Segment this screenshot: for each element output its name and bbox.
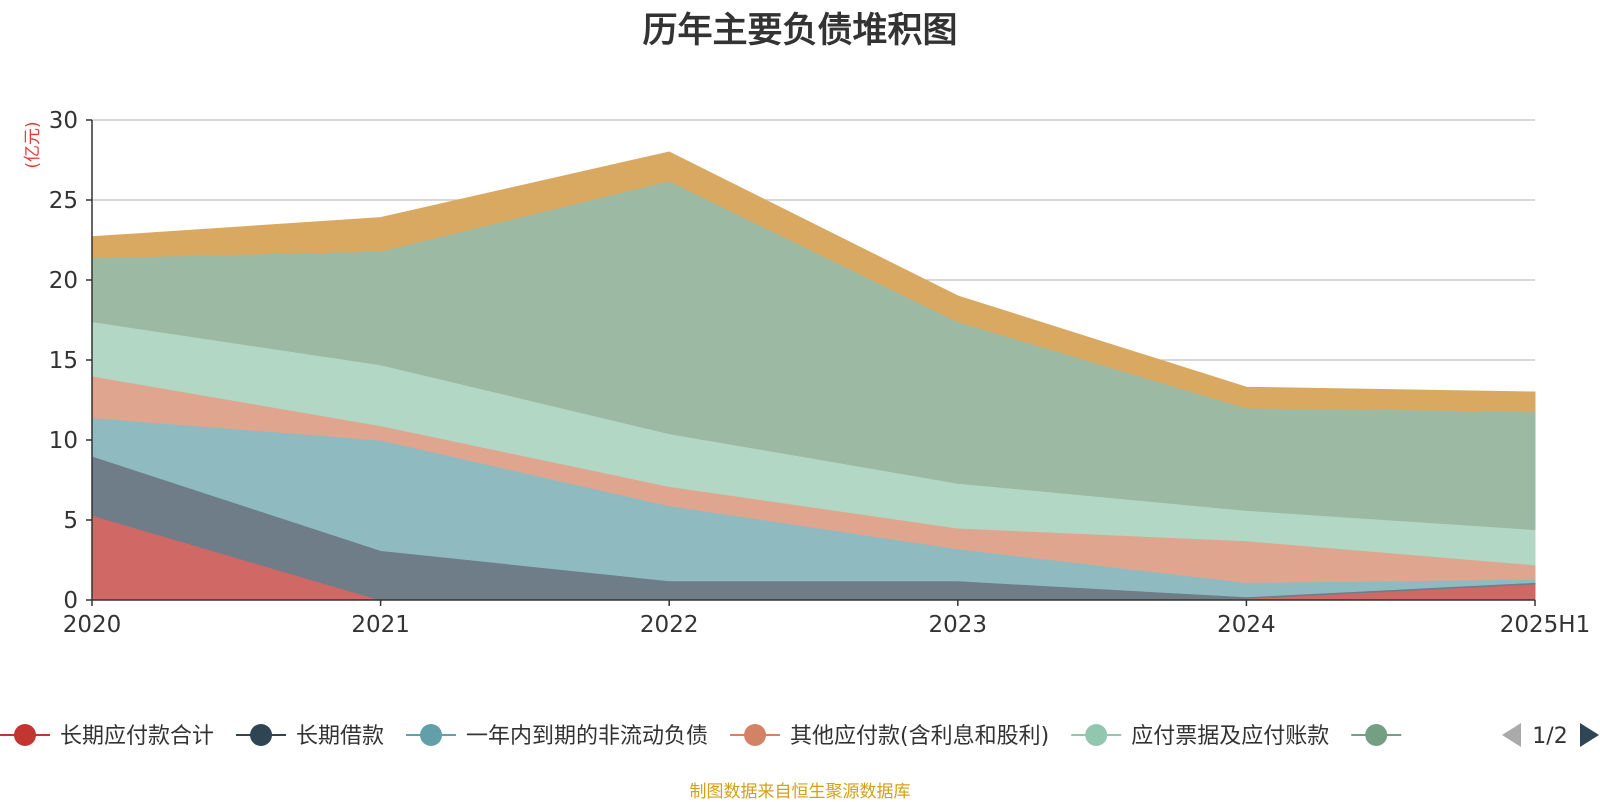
legend-marker-icon [744,724,767,746]
legend-pager: 1/2 [1502,723,1599,749]
legend-prev-page-icon[interactable] [1502,723,1521,747]
legend-item[interactable]: 应付票据及应付账款 [1071,724,1329,749]
legend-item[interactable]: 一年内到期的非流动负债 [406,724,708,749]
y-tick-label: 5 [63,508,78,534]
y-tick-label: 15 [49,348,78,374]
x-tick-label: 2021 [351,612,410,638]
legend-marker-icon [1085,724,1108,746]
legend-item[interactable]: 长期应付款合计 [0,724,214,749]
legend-label: 一年内到期的非流动负债 [466,724,708,749]
x-tick-label: 2025H1 [1500,612,1590,638]
y-axis-unit-label: (亿元) [23,121,43,168]
legend-label: 长期借款 [296,724,384,749]
legend-item[interactable] [1351,724,1402,746]
area-layer [91,151,1536,601]
legend-marker-icon [1365,724,1388,746]
x-tick-label: 2022 [640,612,699,638]
y-tick-label: 30 [49,108,78,134]
y-tick-label: 20 [49,268,78,294]
legend-label: 应付票据及应付账款 [1131,724,1329,749]
y-tick-label: 0 [63,588,78,614]
axis-layer: 0 5 10 15 20 25 30 2020 2021 2022 2023 2024 2025H1 [49,108,1591,638]
x-tick-label: 2020 [63,612,122,638]
legend-label: 长期应付款合计 [60,724,214,749]
legend-marker-icon [420,724,443,746]
area-series-6 [91,151,1536,412]
legend-next-page-icon[interactable] [1580,723,1599,747]
chart-title: 历年主要负债堆积图 [642,11,958,51]
y-tick-label: 10 [49,428,78,454]
legend-label: 其他应付款(含利息和股利) [790,724,1049,749]
source-note: 制图数据来自恒生聚源数据库 [689,782,911,802]
x-tick-label: 2023 [929,612,988,638]
legend-marker-icon [14,724,36,746]
legend-marker-icon [250,724,273,746]
legend: 长期应付款合计 长期借款 一年内到期的非流动负债 其他应付款(含利息和股利) 应付票据及… [0,724,1402,749]
legend-item[interactable]: 其他应付款(含利息和股利) [730,724,1049,749]
legend-page-indicator: 1/2 [1532,724,1567,749]
x-tick-label: 2024 [1217,612,1276,638]
legend-item[interactable]: 长期借款 [236,724,384,749]
y-tick-label: 25 [49,188,78,214]
